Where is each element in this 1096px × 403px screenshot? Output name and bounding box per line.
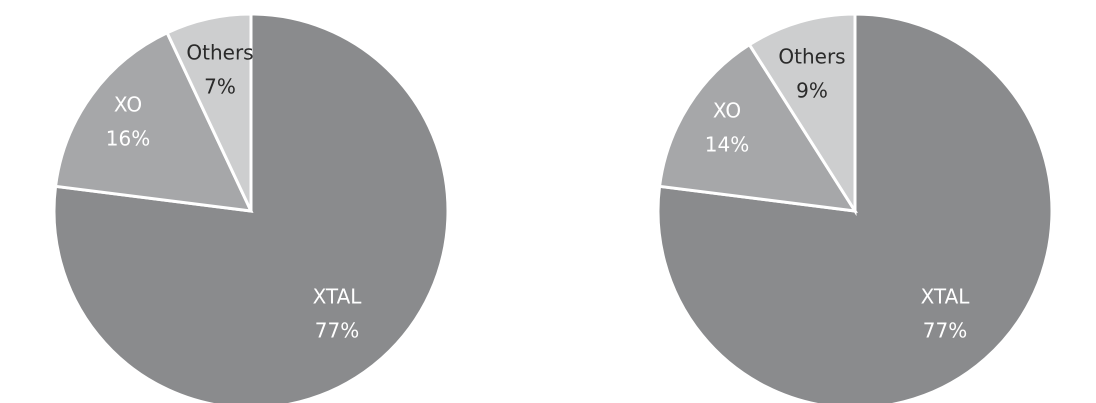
- pie-slice-others: [747, 12, 857, 217]
- slice-value-others: 7%: [204, 75, 236, 99]
- slice-label-xtal: XTAL: [921, 285, 971, 309]
- pie-slice-xtal: [656, 12, 1054, 403]
- slice-label-others: Others: [778, 45, 845, 69]
- pie-chart-left: XTAL 77% XO 16% Others 7%: [52, 12, 450, 403]
- slice-label-others: Others: [186, 41, 253, 65]
- slice-label-xo: XO: [114, 93, 142, 117]
- pie-chart-right: XTAL 77% XO 14% Others 9%: [656, 12, 1054, 403]
- slice-value-xtal: 77%: [315, 319, 359, 343]
- slice-value-xo: 14%: [705, 133, 749, 157]
- pie-slice-xo: [657, 42, 858, 213]
- slice-value-xtal: 77%: [923, 319, 967, 343]
- pie-slice-xtal: [52, 12, 450, 403]
- pie-slice-xo: [53, 30, 254, 213]
- slice-label-xtal: XTAL: [313, 285, 363, 309]
- slice-value-xo: 16%: [106, 127, 150, 151]
- slice-label-xo: XO: [713, 99, 741, 123]
- pie-slice-others: [165, 12, 253, 212]
- slice-value-others: 9%: [796, 79, 828, 103]
